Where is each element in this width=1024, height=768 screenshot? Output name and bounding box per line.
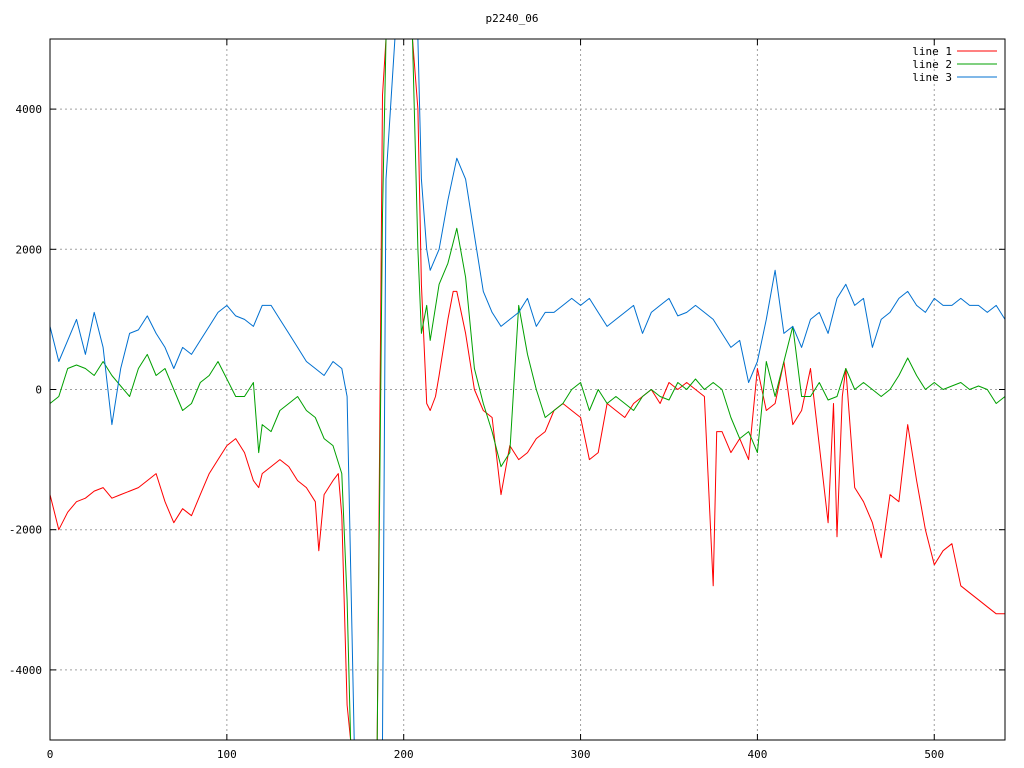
x-tick-label: 0: [47, 748, 54, 761]
grid: [50, 39, 1005, 740]
x-tick-label: 200: [394, 748, 414, 761]
x-tick-label: 100: [217, 748, 237, 761]
axis-ticks: 0 100 200 300 400 500 -4000 -2000 0 2000 4000: [9, 39, 1005, 761]
y-tick-label: -4000: [9, 664, 42, 677]
x-tick-label: 300: [571, 748, 591, 761]
series-line-1: [50, 39, 1005, 740]
plot-frame: [49, 38, 1006, 741]
y-tick-label: -2000: [9, 524, 42, 537]
legend-label: line 1: [912, 45, 952, 58]
x-tick-label: 400: [747, 748, 767, 761]
series-line-2: [50, 39, 1005, 740]
legend-label: line 3: [912, 71, 952, 84]
series-line-3: [50, 39, 1005, 740]
chart-title: p2240_06: [486, 12, 539, 25]
y-tick-label: 0: [35, 384, 42, 397]
y-tick-label: 2000: [16, 243, 43, 256]
legend-label: line 2: [912, 58, 952, 71]
y-tick-label: 4000: [16, 103, 43, 116]
x-tick-label: 500: [924, 748, 944, 761]
series-group: [50, 39, 1005, 740]
